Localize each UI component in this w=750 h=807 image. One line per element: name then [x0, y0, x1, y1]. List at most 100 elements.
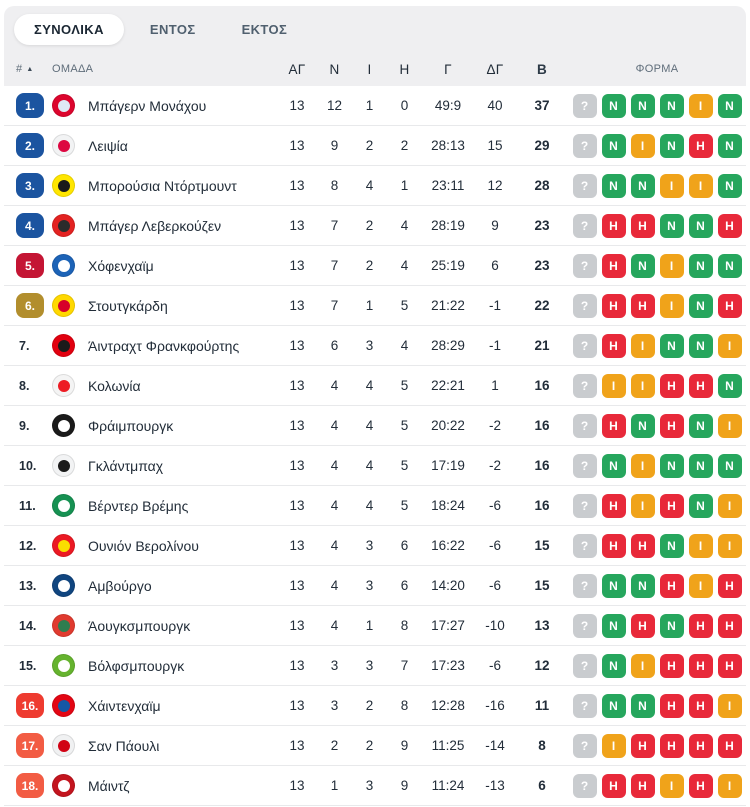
form-win-icon[interactable]: N — [601, 173, 626, 198]
header-team[interactable]: ΟΜΑΔΑ — [52, 63, 94, 75]
team-name[interactable]: Μάιντζ — [88, 777, 130, 794]
form-loss-icon[interactable]: H — [630, 733, 655, 758]
team-name[interactable]: Στουτγκάρδη — [88, 297, 168, 314]
table-row[interactable]: 15. Βόλφσμπουργκ 13 3 3 7 17:23 -6 12 ? N… — [4, 646, 746, 686]
form-unknown-icon[interactable]: ? — [572, 213, 597, 238]
team-name[interactable]: Χόφενχαϊμ — [88, 257, 154, 274]
team-name[interactable]: Βόλφσμπουργκ — [88, 657, 185, 674]
form-draw-icon[interactable]: I — [630, 493, 655, 518]
header-losses[interactable]: Η — [399, 61, 410, 77]
form-win-icon[interactable]: N — [688, 493, 713, 518]
team-name[interactable]: Ουνιόν Βερολίνου — [88, 537, 199, 554]
table-row[interactable]: 8. Κολωνία 13 4 4 5 22:21 1 16 ? I I H H N — [4, 366, 746, 406]
form-draw-icon[interactable]: I — [659, 173, 684, 198]
form-loss-icon[interactable]: H — [601, 333, 626, 358]
form-draw-icon[interactable]: I — [601, 373, 626, 398]
form-draw-icon[interactable]: I — [630, 373, 655, 398]
table-row[interactable]: 4. Μπάγερ Λεβερκούζεν 13 7 2 4 28:19 9 2… — [4, 206, 746, 246]
form-loss-icon[interactable]: H — [601, 293, 626, 318]
team-name[interactable]: Κολωνία — [88, 377, 141, 394]
form-draw-icon[interactable]: I — [688, 573, 713, 598]
form-draw-icon[interactable]: I — [717, 333, 742, 358]
team-name[interactable]: Χάιντενχαϊμ — [88, 697, 161, 714]
table-row[interactable]: 5. Χόφενχαϊμ 13 7 2 4 25:19 6 23 ? H N I N N — [4, 246, 746, 286]
team-name[interactable]: Φράιμπουργκ — [88, 417, 174, 434]
team-name[interactable]: Λειψία — [88, 137, 128, 154]
table-row[interactable]: 13. Αμβούργο 13 4 3 6 14:20 -6 15 ? N N H I H — [4, 566, 746, 606]
form-win-icon[interactable]: N — [659, 93, 684, 118]
form-win-icon[interactable]: N — [601, 453, 626, 478]
form-loss-icon[interactable]: H — [601, 533, 626, 558]
team-name[interactable]: Γκλάντμπαχ — [88, 457, 164, 474]
form-unknown-icon[interactable]: ? — [572, 613, 597, 638]
form-win-icon[interactable]: N — [630, 413, 655, 438]
form-loss-icon[interactable]: H — [630, 533, 655, 558]
form-win-icon[interactable]: N — [601, 613, 626, 638]
form-unknown-icon[interactable]: ? — [572, 693, 597, 718]
form-win-icon[interactable]: N — [630, 693, 655, 718]
form-loss-icon[interactable]: H — [659, 693, 684, 718]
table-row[interactable]: 11. Βέρντερ Βρέμης 13 4 4 5 18:24 -6 16 … — [4, 486, 746, 526]
form-win-icon[interactable]: N — [659, 453, 684, 478]
header-played[interactable]: ΑΓ — [288, 61, 306, 77]
form-win-icon[interactable]: N — [630, 93, 655, 118]
team-name[interactable]: Μπάγερν Μονάχου — [88, 97, 207, 114]
form-loss-icon[interactable]: H — [601, 413, 626, 438]
table-row[interactable]: 1. Μπάγερν Μονάχου 13 12 1 0 49:9 40 37 … — [4, 86, 746, 126]
form-draw-icon[interactable]: I — [688, 93, 713, 118]
form-unknown-icon[interactable]: ? — [572, 133, 597, 158]
form-loss-icon[interactable]: H — [717, 613, 742, 638]
header-goals[interactable]: Γ — [444, 61, 452, 77]
form-loss-icon[interactable]: H — [717, 653, 742, 678]
form-unknown-icon[interactable]: ? — [572, 533, 597, 558]
form-draw-icon[interactable]: I — [659, 293, 684, 318]
form-win-icon[interactable]: N — [688, 453, 713, 478]
form-loss-icon[interactable]: H — [659, 653, 684, 678]
form-unknown-icon[interactable]: ? — [572, 653, 597, 678]
form-unknown-icon[interactable]: ? — [572, 333, 597, 358]
table-row[interactable]: 17. Σαν Πάουλι 13 2 2 9 11:25 -14 8 ? I H H… — [4, 726, 746, 766]
form-unknown-icon[interactable]: ? — [572, 493, 597, 518]
form-loss-icon[interactable]: H — [659, 733, 684, 758]
form-loss-icon[interactable]: H — [688, 133, 713, 158]
form-draw-icon[interactable]: I — [601, 733, 626, 758]
form-draw-icon[interactable]: I — [717, 493, 742, 518]
form-loss-icon[interactable]: H — [717, 213, 742, 238]
form-unknown-icon[interactable]: ? — [572, 453, 597, 478]
form-loss-icon[interactable]: H — [601, 253, 626, 278]
form-win-icon[interactable]: N — [601, 693, 626, 718]
form-win-icon[interactable]: N — [601, 653, 626, 678]
team-name[interactable]: Μπορούσια Ντόρτμουντ — [88, 177, 237, 194]
form-draw-icon[interactable]: I — [630, 133, 655, 158]
form-unknown-icon[interactable]: ? — [572, 173, 597, 198]
form-draw-icon[interactable]: I — [717, 773, 742, 798]
form-loss-icon[interactable]: H — [717, 733, 742, 758]
form-loss-icon[interactable]: H — [630, 213, 655, 238]
form-unknown-icon[interactable]: ? — [572, 373, 597, 398]
form-unknown-icon[interactable]: ? — [572, 413, 597, 438]
form-draw-icon[interactable]: I — [717, 533, 742, 558]
header-points[interactable]: Β — [536, 61, 548, 77]
form-loss-icon[interactable]: H — [659, 573, 684, 598]
form-win-icon[interactable]: N — [717, 453, 742, 478]
table-row[interactable]: 9. Φράιμπουργκ 13 4 4 5 20:22 -2 16 ? H N H… — [4, 406, 746, 446]
team-name[interactable]: Άουγκσμπουργκ — [88, 617, 191, 634]
form-win-icon[interactable]: N — [630, 573, 655, 598]
table-row[interactable]: 3. Μπορούσια Ντόρτμουντ 13 8 4 1 23:11 1… — [4, 166, 746, 206]
form-loss-icon[interactable]: H — [717, 573, 742, 598]
form-draw-icon[interactable]: I — [659, 773, 684, 798]
header-wins[interactable]: Ν — [329, 61, 340, 77]
header-goal-diff[interactable]: ΔΓ — [486, 61, 504, 77]
tab-home[interactable]: ΕΝΤΟΣ — [149, 21, 196, 37]
form-draw-icon[interactable]: I — [630, 653, 655, 678]
form-loss-icon[interactable]: H — [630, 293, 655, 318]
team-name[interactable]: Σαν Πάουλι — [88, 737, 160, 754]
table-row[interactable]: 7. Άιντραχτ Φρανκφούρτης 13 6 3 4 28:29 … — [4, 326, 746, 366]
form-unknown-icon[interactable]: ? — [572, 293, 597, 318]
team-name[interactable]: Άιντραχτ Φρανκφούρτης — [88, 337, 240, 354]
form-win-icon[interactable]: N — [717, 93, 742, 118]
form-unknown-icon[interactable]: ? — [572, 773, 597, 798]
form-win-icon[interactable]: N — [630, 253, 655, 278]
form-loss-icon[interactable]: H — [688, 373, 713, 398]
form-win-icon[interactable]: N — [717, 373, 742, 398]
